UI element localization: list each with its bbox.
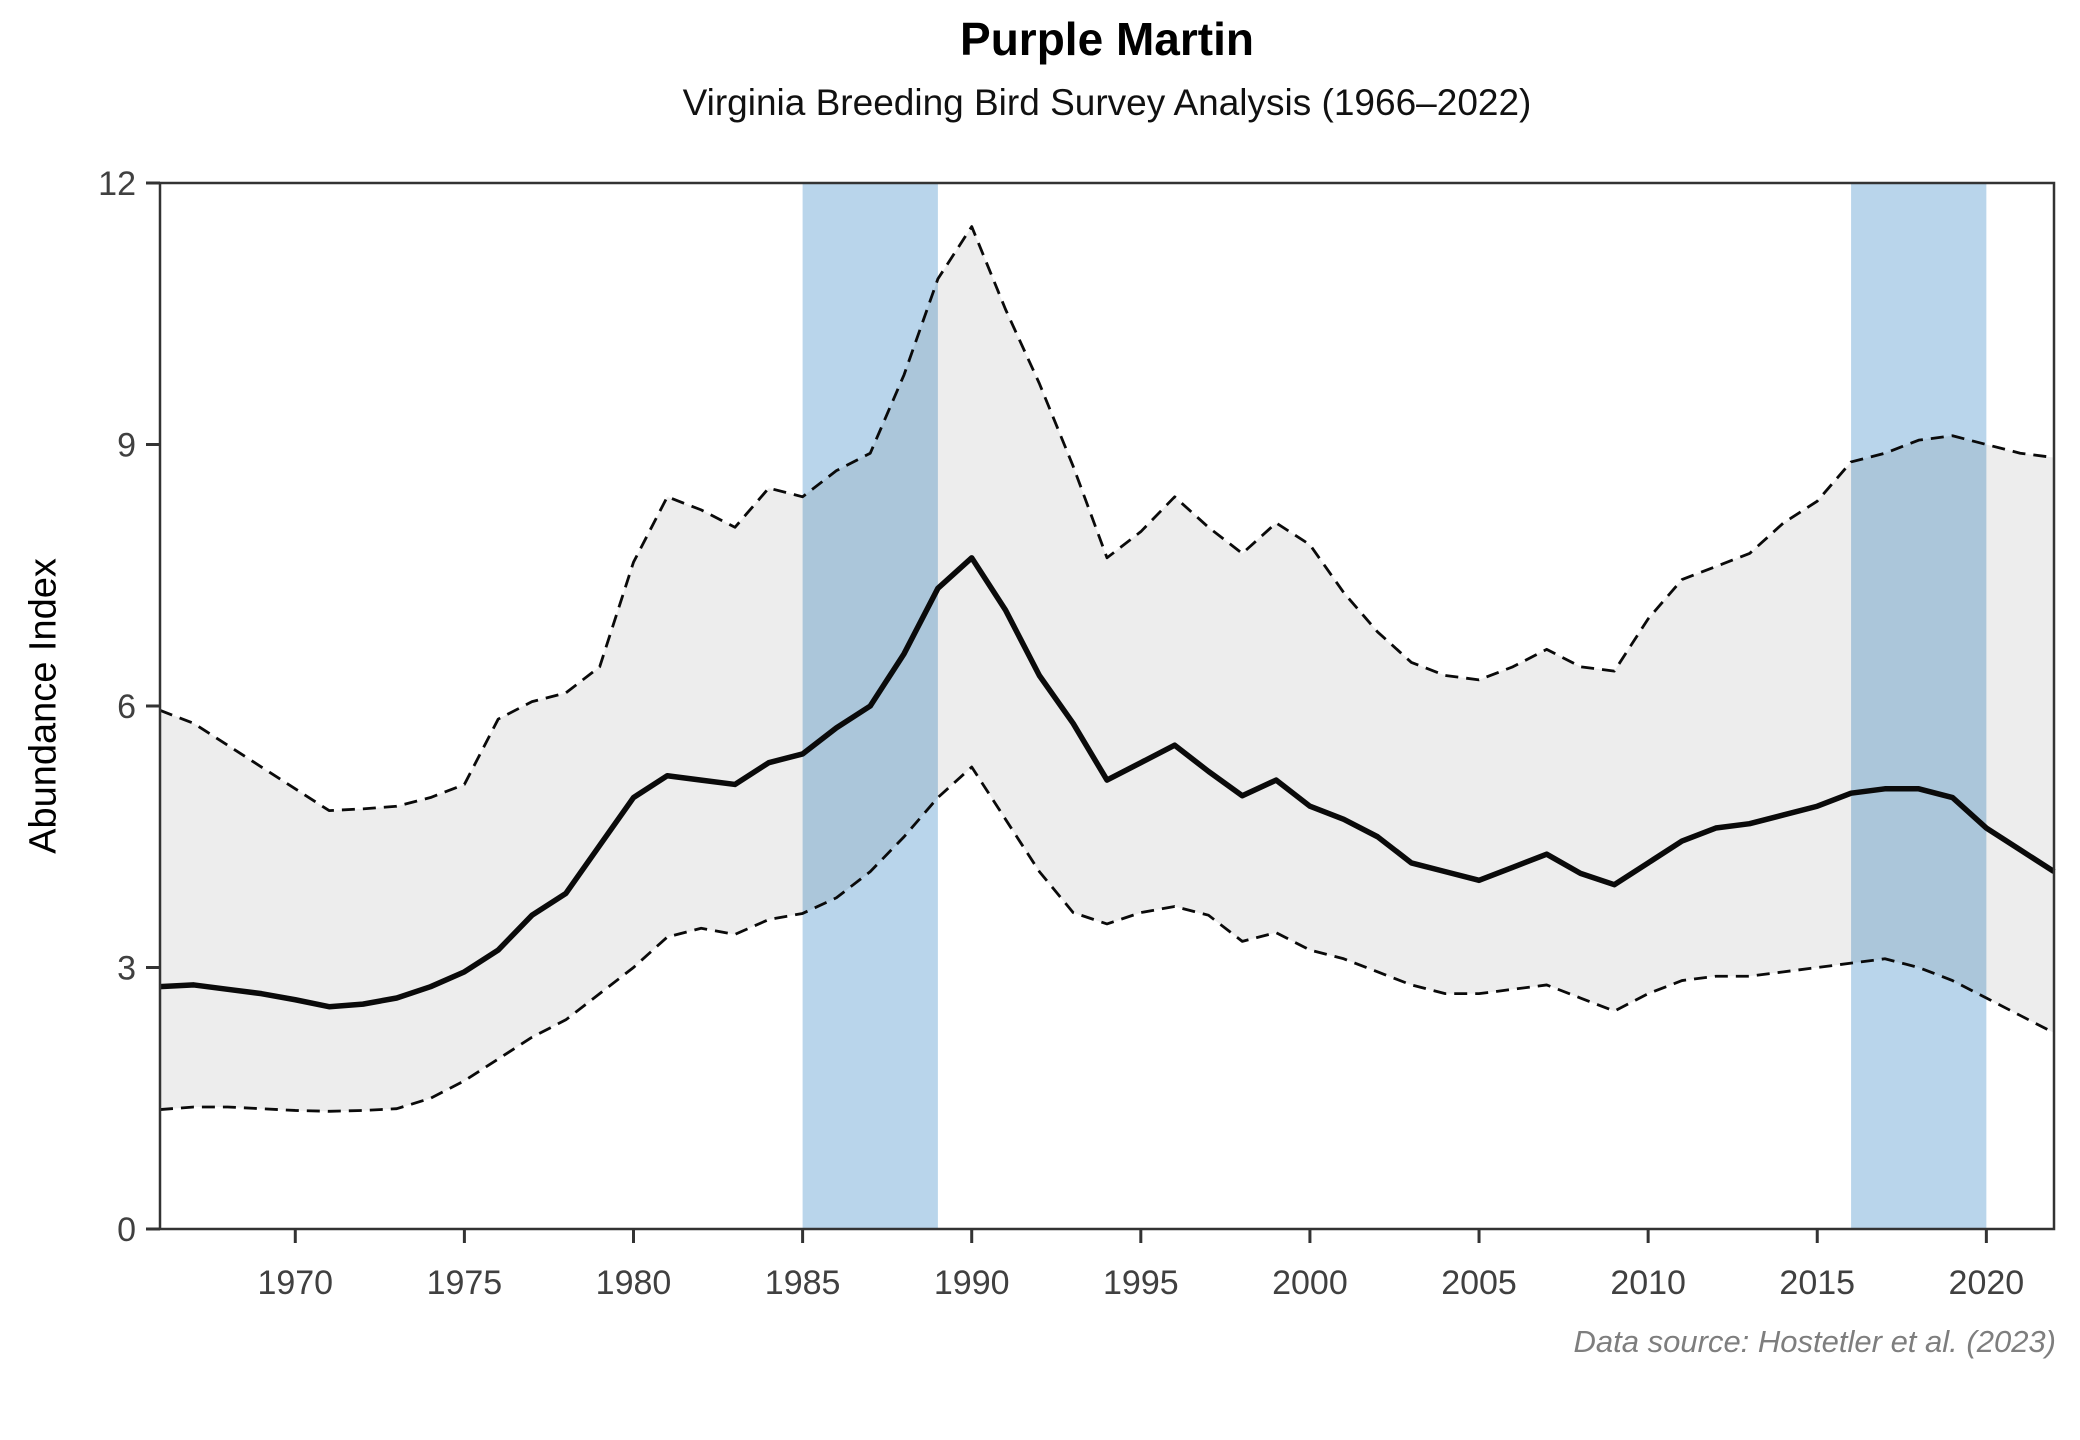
y-tick-label: 12 bbox=[98, 165, 136, 203]
confidence-ribbon bbox=[160, 226, 2054, 1112]
x-tick-label: 2015 bbox=[1779, 1264, 1855, 1302]
trend-line bbox=[159, 555, 2056, 1010]
x-tick-label: 2020 bbox=[1949, 1264, 2025, 1302]
x-tick-label: 2005 bbox=[1441, 1264, 1517, 1302]
y-tick-label: 9 bbox=[117, 427, 136, 465]
chart-title: Purple Martin bbox=[960, 13, 1254, 65]
x-tick-label: 1995 bbox=[1103, 1264, 1179, 1302]
y-tick-label: 6 bbox=[117, 688, 136, 726]
x-tick-label: 2000 bbox=[1272, 1264, 1348, 1302]
x-axis-ticks: 1970 1975 1980 1985 1990 1995 2000 2005 2010 2015… bbox=[257, 1229, 2024, 1302]
x-tick-label: 2010 bbox=[1610, 1264, 1686, 1302]
highlight-band bbox=[1851, 183, 1987, 1229]
y-axis-ticks: 0 3 6 9 12 bbox=[98, 165, 160, 1249]
x-tick-label: 1990 bbox=[934, 1264, 1010, 1302]
chart-subtitle: Virginia Breeding Bird Survey Analysis (… bbox=[682, 82, 1532, 123]
highlight-bands bbox=[802, 183, 1987, 1229]
upper-ci-line bbox=[159, 225, 2055, 812]
x-tick-label: 1975 bbox=[427, 1264, 503, 1302]
x-tick-label: 1985 bbox=[765, 1264, 841, 1302]
x-tick-label: 1980 bbox=[596, 1264, 672, 1302]
lower-ci-line bbox=[159, 765, 2055, 1113]
x-tick-label: 1970 bbox=[257, 1264, 333, 1302]
y-tick-label: 3 bbox=[117, 950, 136, 988]
data-source-note: Data source: Hostetler et al. (2023) bbox=[1573, 1324, 2056, 1359]
y-tick-label: 0 bbox=[117, 1211, 136, 1249]
